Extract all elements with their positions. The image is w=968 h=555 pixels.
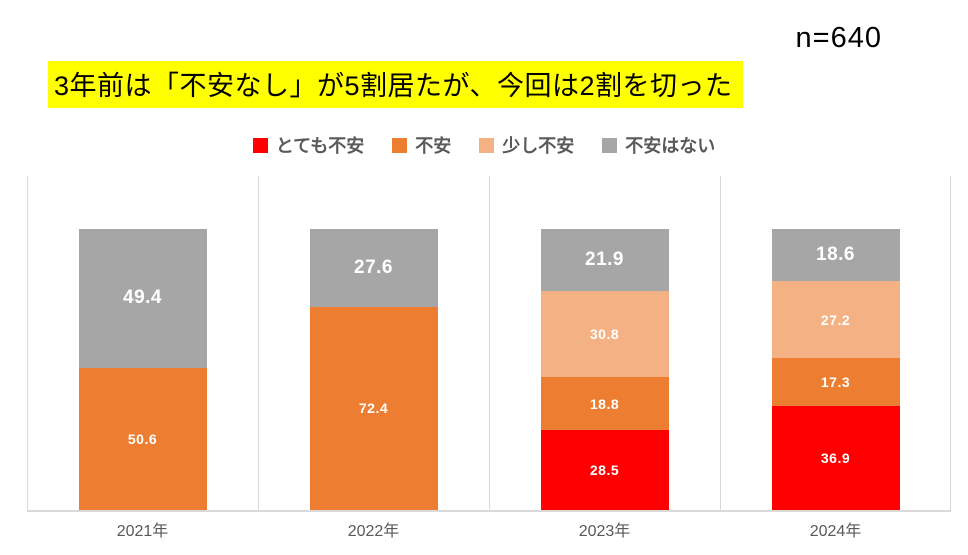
legend-swatch-icon <box>479 137 495 153</box>
stacked-bar-2024年: 36.9 17.3 27.2 18.6 <box>771 229 900 510</box>
bar-cell-2021年: 50.6 49.4 <box>27 176 258 510</box>
legend-item-0: とても不安 <box>252 132 365 158</box>
chart-legend: とても不安 不安 少し不安 不安はない <box>0 132 968 158</box>
legend-swatch-icon <box>602 137 618 153</box>
data-label: 17.3 <box>820 374 851 391</box>
stacked-bar-2023年: 28.5 18.8 30.8 21.9 <box>540 229 669 510</box>
bar-cell-2024年: 36.9 17.3 27.2 18.6 <box>720 176 951 510</box>
stacked-bar-2022年: 72.4 27.6 <box>309 229 438 510</box>
legend-label: 不安 <box>415 136 452 156</box>
bar-segment-不安: 17.3 <box>771 357 900 407</box>
x-axis-label: 2021年 <box>116 523 169 540</box>
gridline <box>27 176 28 510</box>
legend-item-1: 不安 <box>392 132 451 158</box>
bars-container: 50.6 49.4 72.4 27.6 28.5 18.8 30.8 21.9 36.9 17.3… <box>27 176 951 510</box>
data-label: 21.9 <box>585 248 624 270</box>
gridline <box>720 176 721 510</box>
bar-segment-不安: 72.4 <box>309 306 438 510</box>
data-label: 27.6 <box>354 256 393 278</box>
data-label: 50.6 <box>127 430 158 447</box>
gridline <box>489 176 490 510</box>
bar-segment-不安はない: 27.6 <box>309 229 438 307</box>
data-label: 18.8 <box>589 395 620 412</box>
stacked-bar-2021年: 50.6 49.4 <box>78 229 207 510</box>
bar-segment-少し不安: 30.8 <box>540 290 669 378</box>
x-axis-label: 2024年 <box>809 523 862 540</box>
gridline <box>258 176 259 510</box>
data-label: 36.9 <box>820 450 851 467</box>
legend-swatch-icon <box>252 137 268 153</box>
bar-segment-少し不安: 27.2 <box>771 281 900 358</box>
legend-item-3: 不安はない <box>602 132 715 158</box>
data-label: 49.4 <box>123 287 162 309</box>
bar-cell-2022年: 72.4 27.6 <box>258 176 489 510</box>
legend-item-2: 少し不安 <box>479 132 574 158</box>
legend-label: 不安はない <box>625 136 716 156</box>
x-axis-labels: 2021年 2022年 2023年 2024年 <box>27 517 951 541</box>
data-label: 72.4 <box>358 400 389 417</box>
gridline <box>950 176 951 510</box>
legend-label: 少し不安 <box>502 136 575 156</box>
x-axis-label: 2023年 <box>578 523 631 540</box>
sample-size-label: n=640 <box>795 22 882 54</box>
data-label: 27.2 <box>820 311 851 328</box>
bar-segment-不安: 50.6 <box>78 367 207 510</box>
data-label: 28.5 <box>589 461 620 478</box>
legend-label: とても不安 <box>275 136 365 156</box>
legend-swatch-icon <box>392 137 408 153</box>
bar-segment-不安はない: 49.4 <box>78 229 207 368</box>
bar-segment-不安はない: 21.9 <box>540 229 669 291</box>
data-label: 18.6 <box>816 244 855 266</box>
bar-segment-とても不安: 28.5 <box>540 429 669 510</box>
bar-segment-不安: 18.8 <box>540 377 669 430</box>
bar-segment-とても不安: 36.9 <box>771 406 900 510</box>
bar-cell-2023年: 28.5 18.8 30.8 21.9 <box>489 176 720 510</box>
data-label: 30.8 <box>589 325 620 342</box>
plot-area: 50.6 49.4 72.4 27.6 28.5 18.8 30.8 21.9 36.9 17.3… <box>27 176 951 512</box>
x-axis-label: 2022年 <box>347 523 400 540</box>
bar-segment-不安はない: 18.6 <box>771 229 900 282</box>
chart-title: 3年前は「不安なし」が5割居たが、今回は2割を切った <box>48 61 743 108</box>
